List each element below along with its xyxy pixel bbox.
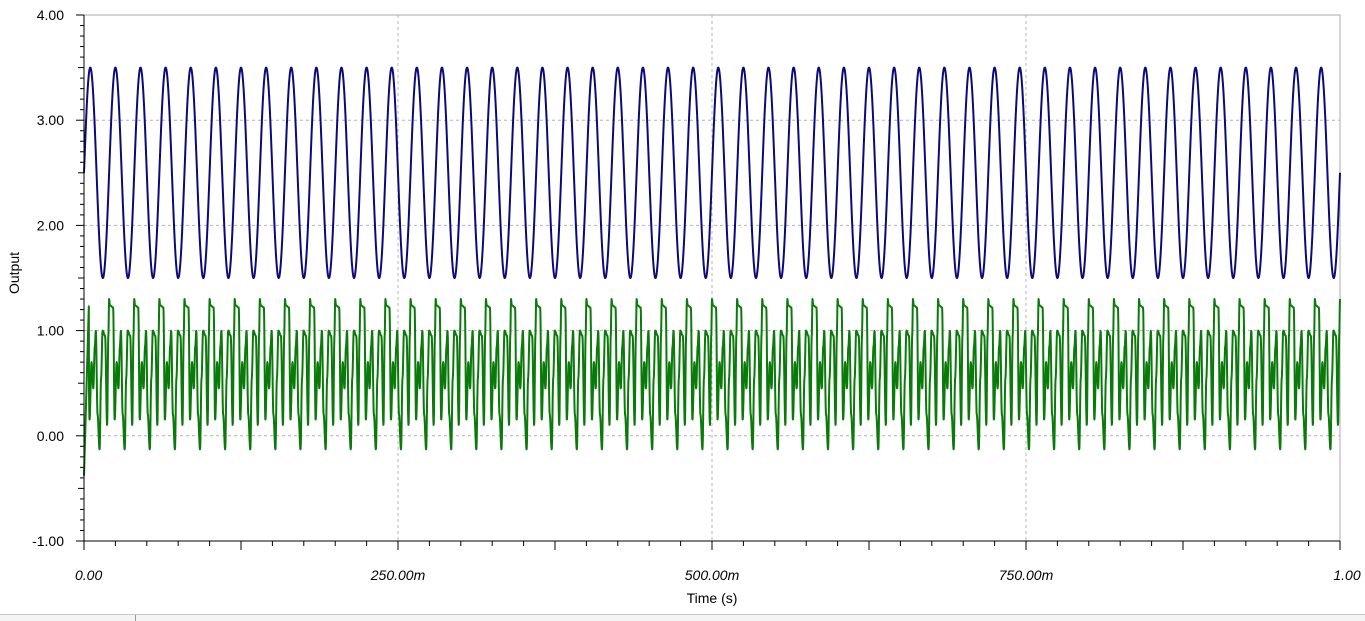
y-tick-label: 1.00 (37, 323, 64, 339)
series-layer (83, 66, 1341, 476)
status-bar (0, 614, 1365, 621)
y-tick-label: 2.00 (37, 217, 64, 233)
y-tick-label: 3.00 (37, 112, 64, 128)
y-tick-label: -1.00 (32, 533, 64, 549)
x-axis-title: Time (s) (687, 590, 738, 606)
x-tick-labels: 0.00 250.00m 500.00m 750.00m 1.00 (75, 567, 1361, 583)
status-bar-divider (135, 615, 136, 621)
x-tick-label: 1.00 (1333, 567, 1360, 583)
y-tick-labels: -1.00 0.00 1.00 2.00 3.00 4.00 (32, 7, 64, 549)
y-tick-label: 0.00 (37, 428, 64, 444)
x-tick-label: 750.00m (999, 567, 1054, 583)
x-tick-label: 250.00m (370, 567, 426, 583)
minor-ticks (76, 14, 1341, 550)
y-axis-title: Output (6, 252, 22, 294)
x-tick-label: 500.00m (685, 567, 740, 583)
series-sine-line (83, 66, 1341, 279)
x-tick-label: 0.00 (75, 567, 102, 583)
y-tick-label: 4.00 (37, 7, 64, 23)
series-distorted-line (83, 298, 1341, 476)
